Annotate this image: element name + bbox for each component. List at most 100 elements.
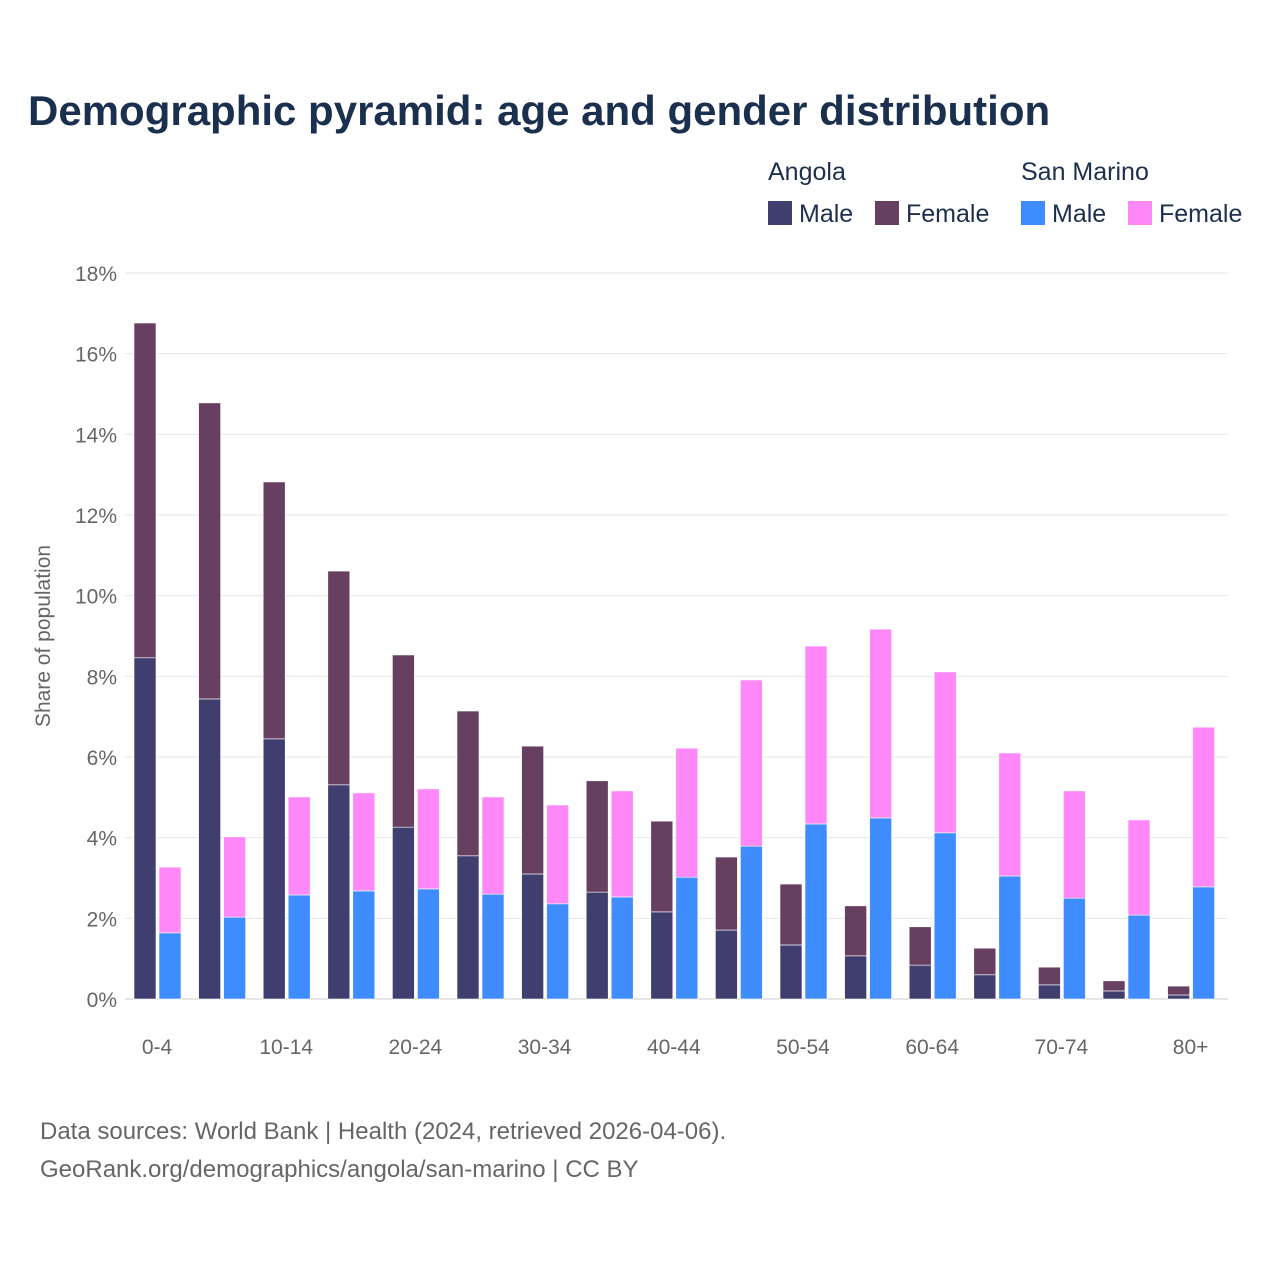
bar-angola-female-75-79 (1102, 980, 1126, 992)
bar-angola-female-35-39 (585, 780, 609, 893)
bar-san-marino-female-0-4 (158, 866, 182, 934)
bar-angola-female-30-34 (521, 745, 544, 875)
bar-san-marino-female-50-54 (804, 645, 828, 825)
bar-angola-female-80+ (1167, 985, 1190, 996)
bar-angola-female-15-19 (327, 570, 351, 786)
legend: Angola Male Female San Marino Male Female (768, 158, 1242, 228)
bar-angola-male-55-59 (844, 955, 867, 1000)
bar-san-marino-female-35-39 (610, 790, 634, 898)
y-tick-label: 16% (75, 344, 117, 367)
x-tick-label: 40-44 (647, 1036, 701, 1059)
bar-san-marino-male-50-54 (804, 823, 828, 1000)
bar-angola-female-60-64 (908, 926, 932, 966)
bar-angola-female-70-74 (1038, 966, 1061, 986)
x-tick-label: 70-74 (1035, 1036, 1089, 1059)
bar-angola-male-25-29 (456, 855, 480, 1000)
bar-angola-male-5-9 (198, 698, 221, 1000)
bar-angola-female-65-69 (973, 947, 997, 976)
source-line-2: GeoRank.org/demographics/angola/san-mari… (40, 1156, 639, 1183)
bar-san-marino-female-75-79 (1127, 819, 1151, 916)
bar-angola-male-40-44 (650, 911, 674, 1000)
bar-angola-male-50-54 (779, 944, 803, 1000)
bar-san-marino-female-30-34 (546, 804, 569, 905)
legend-group-title: Angola (768, 158, 846, 186)
x-tick-label: 80+ (1173, 1036, 1209, 1059)
bar-san-marino-male-25-29 (481, 893, 505, 1000)
bar-angola-male-35-39 (585, 891, 609, 1000)
bar-angola-female-55-59 (844, 905, 867, 957)
bar-san-marino-male-70-74 (1063, 897, 1086, 1000)
bar-angola-male-0-4 (133, 657, 157, 1000)
bar-san-marino-female-5-9 (223, 836, 246, 918)
x-tick-label: 0-4 (142, 1036, 173, 1059)
bar-san-marino-female-45-49 (740, 679, 763, 847)
y-tick-label: 8% (87, 666, 117, 689)
bar-angola-male-45-49 (715, 929, 738, 1000)
bar-san-marino-female-20-24 (417, 788, 440, 890)
bar-angola-female-5-9 (198, 402, 221, 700)
bar-san-marino-male-5-9 (223, 916, 246, 1000)
x-tick-label: 10-14 (259, 1036, 313, 1059)
x-tick-label: 60-64 (905, 1036, 959, 1059)
bar-san-marino-female-15-19 (352, 792, 376, 892)
bar-san-marino-female-10-14 (287, 796, 311, 896)
bar-angola-female-25-29 (456, 710, 480, 857)
y-tick-label: 6% (87, 747, 117, 770)
bar-san-marino-male-15-19 (352, 890, 376, 1000)
legend-label: Female (906, 200, 989, 228)
legend-swatch (1021, 201, 1045, 225)
x-axis-ticks: 0-4 10-14 20-24 30-34 40-44 50-54 60-64 70-74 80… (142, 1036, 1209, 1059)
gridlines: 0% 2% 4% 6% 8% 10% 12% 14% 16% 18% (75, 263, 1228, 1012)
bar-angola-male-15-19 (327, 784, 351, 1000)
bar-san-marino-male-80+ (1192, 886, 1215, 1000)
y-axis-label: Share of population (32, 545, 55, 727)
bar-san-marino-female-25-29 (481, 796, 505, 895)
legend-swatch (875, 201, 899, 225)
y-tick-label: 14% (75, 424, 117, 447)
bar-san-marino-male-55-59 (869, 817, 892, 1000)
bar-angola-male-20-24 (392, 826, 415, 1000)
bar-san-marino-male-0-4 (158, 932, 182, 1000)
bar-san-marino-female-70-74 (1063, 790, 1086, 899)
bar-angola-female-45-49 (715, 856, 738, 931)
legend-label: Male (799, 200, 853, 228)
x-tick-label: 50-54 (776, 1036, 830, 1059)
bar-angola-male-80+ (1167, 994, 1190, 1000)
bar-san-marino-male-45-49 (740, 845, 763, 1000)
bar-angola-female-40-44 (650, 820, 674, 913)
y-tick-label: 18% (75, 263, 117, 286)
legend-group-title: San Marino (1021, 158, 1149, 186)
bar-angola-male-10-14 (262, 738, 286, 1000)
bar-san-marino-male-30-34 (546, 903, 569, 1000)
bar-san-marino-male-10-14 (287, 894, 311, 1000)
chart-title: Demographic pyramid: age and gender dist… (28, 87, 1050, 134)
bar-san-marino-female-80+ (1192, 726, 1215, 888)
legend-swatch (768, 201, 792, 225)
bar-san-marino-female-40-44 (675, 747, 699, 878)
bar-san-marino-male-40-44 (675, 876, 699, 1000)
y-tick-label: 12% (75, 505, 117, 528)
bar-san-marino-female-65-69 (998, 752, 1022, 877)
bar-angola-male-70-74 (1038, 984, 1061, 1000)
bar-san-marino-male-35-39 (610, 896, 634, 1000)
source-line-1: Data sources: World Bank | Health (2024,… (40, 1118, 726, 1145)
y-tick-label: 0% (87, 989, 117, 1012)
bar-san-marino-male-60-64 (933, 832, 957, 1000)
y-tick-label: 2% (87, 908, 117, 931)
bar-san-marino-male-75-79 (1127, 914, 1151, 1000)
bar-angola-male-65-69 (973, 974, 997, 1000)
bars (133, 322, 1215, 1000)
bar-angola-female-0-4 (133, 322, 157, 659)
x-tick-label: 30-34 (518, 1036, 572, 1059)
legend-swatch (1128, 201, 1152, 225)
legend-label: Female (1159, 200, 1242, 228)
y-tick-label: 10% (75, 586, 117, 609)
bar-angola-male-75-79 (1102, 990, 1126, 1000)
bar-angola-male-30-34 (521, 873, 544, 1000)
bar-angola-male-60-64 (908, 964, 932, 1000)
y-tick-label: 4% (87, 828, 117, 851)
bar-angola-female-50-54 (779, 883, 803, 946)
bar-san-marino-female-55-59 (869, 628, 892, 819)
bar-san-marino-male-20-24 (417, 888, 440, 1000)
